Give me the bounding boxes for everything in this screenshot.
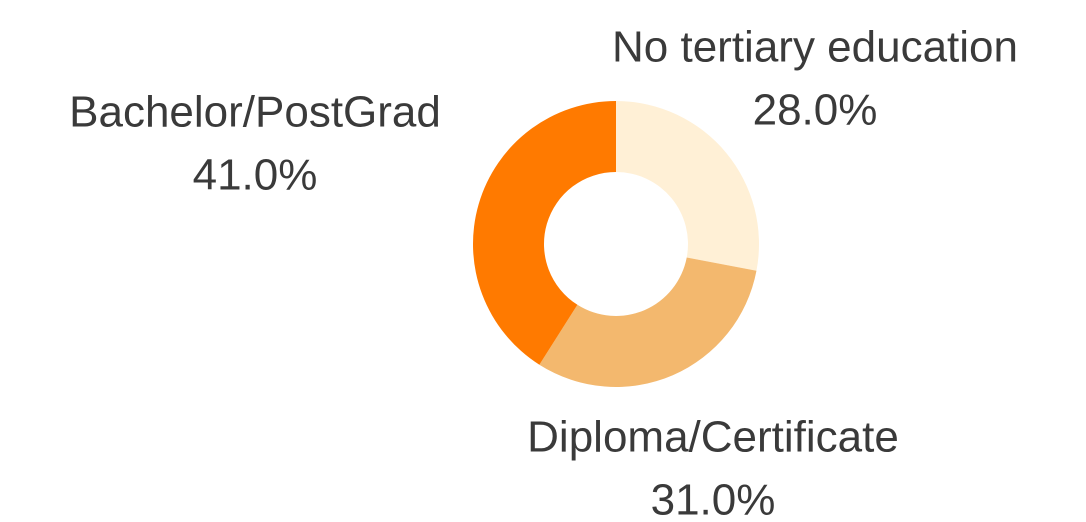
slice-label: Bachelor/PostGrad [69, 88, 441, 137]
slice-value-label: 41.0% [193, 151, 318, 200]
slice-value-label: 28.0% [753, 86, 878, 135]
donut-slice [473, 101, 616, 365]
slice-label: No tertiary education [612, 23, 1018, 72]
slice-label: Diploma/Certificate [527, 413, 899, 462]
slice-value-label: 31.0% [651, 476, 776, 522]
donut-slice [539, 257, 757, 387]
donut-slice [616, 101, 759, 271]
